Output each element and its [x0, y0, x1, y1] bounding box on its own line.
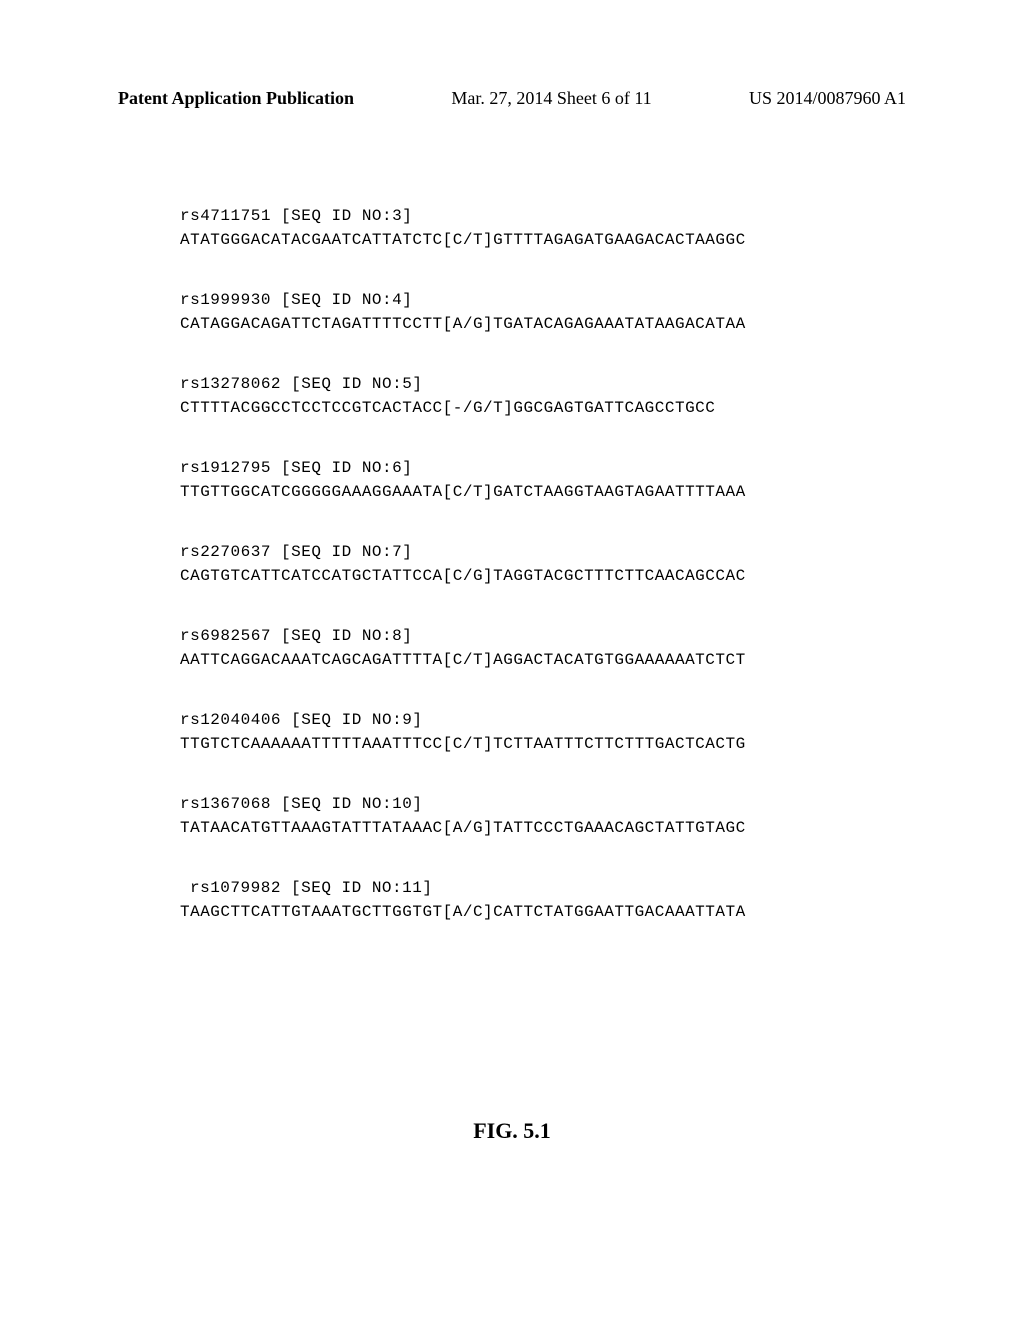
sequence-data: CTTTTACGGCCTCCTCCGTCACTACC[-/G/T]GGCGAGT… [180, 396, 906, 420]
sequence-list: rs4711751 [SEQ ID NO:3]ATATGGGACATACGAAT… [180, 204, 906, 960]
sequence-block: rs13278062 [SEQ ID NO:5]CTTTTACGGCCTCCTC… [180, 372, 906, 420]
sequence-data: CAGTGTCATTCATCCATGCTATTCCA[C/G]TAGGTACGC… [180, 564, 906, 588]
sequence-data: AATTCAGGACAAATCAGCAGATTTTA[C/T]AGGACTACA… [180, 648, 906, 672]
sequence-block: rs1912795 [SEQ ID NO:6]TTGTTGGCATCGGGGGA… [180, 456, 906, 504]
sequence-data: TTGTTGGCATCGGGGGAAAGGAAATA[C/T]GATCTAAGG… [180, 480, 906, 504]
sequence-id: rs1912795 [SEQ ID NO:6] [180, 456, 906, 480]
sequence-id: rs6982567 [SEQ ID NO:8] [180, 624, 906, 648]
sequence-block: rs12040406 [SEQ ID NO:9]TTGTCTCAAAAAATTT… [180, 708, 906, 756]
sequence-id: rs4711751 [SEQ ID NO:3] [180, 204, 906, 228]
header-right: US 2014/0087960 A1 [749, 88, 906, 109]
sequence-id: rs1079982 [SEQ ID NO:11] [180, 876, 906, 900]
sequence-block: rs6982567 [SEQ ID NO:8]AATTCAGGACAAATCAG… [180, 624, 906, 672]
sequence-block: rs1079982 [SEQ ID NO:11]TAAGCTTCATTGTAAA… [180, 876, 906, 924]
figure-label: FIG. 5.1 [0, 1118, 1024, 1144]
sequence-id: rs1999930 [SEQ ID NO:4] [180, 288, 906, 312]
header-center: Mar. 27, 2014 Sheet 6 of 11 [451, 88, 651, 109]
sequence-id: rs13278062 [SEQ ID NO:5] [180, 372, 906, 396]
header-left: Patent Application Publication [118, 88, 354, 109]
sequence-id: rs2270637 [SEQ ID NO:7] [180, 540, 906, 564]
sequence-block: rs1999930 [SEQ ID NO:4]CATAGGACAGATTCTAG… [180, 288, 906, 336]
sequence-block: rs4711751 [SEQ ID NO:3]ATATGGGACATACGAAT… [180, 204, 906, 252]
sequence-data: TTGTCTCAAAAAATTTTTAAATTTCC[C/T]TCTTAATTT… [180, 732, 906, 756]
sequence-data: ATATGGGACATACGAATCATTATCTC[C/T]GTTTTAGAG… [180, 228, 906, 252]
sequence-data: TATAACATGTTAAAGTATTTATAAAC[A/G]TATTCCCTG… [180, 816, 906, 840]
sequence-data: TAAGCTTCATTGTAAATGCTTGGTGT[A/C]CATTCTATG… [180, 900, 906, 924]
sequence-data: CATAGGACAGATTCTAGATTTTCCTT[A/G]TGATACAGA… [180, 312, 906, 336]
sequence-id: rs1367068 [SEQ ID NO:10] [180, 792, 906, 816]
sequence-id: rs12040406 [SEQ ID NO:9] [180, 708, 906, 732]
sequence-block: rs2270637 [SEQ ID NO:7]CAGTGTCATTCATCCAT… [180, 540, 906, 588]
page-header: Patent Application Publication Mar. 27, … [0, 88, 1024, 109]
sequence-block: rs1367068 [SEQ ID NO:10]TATAACATGTTAAAGT… [180, 792, 906, 840]
